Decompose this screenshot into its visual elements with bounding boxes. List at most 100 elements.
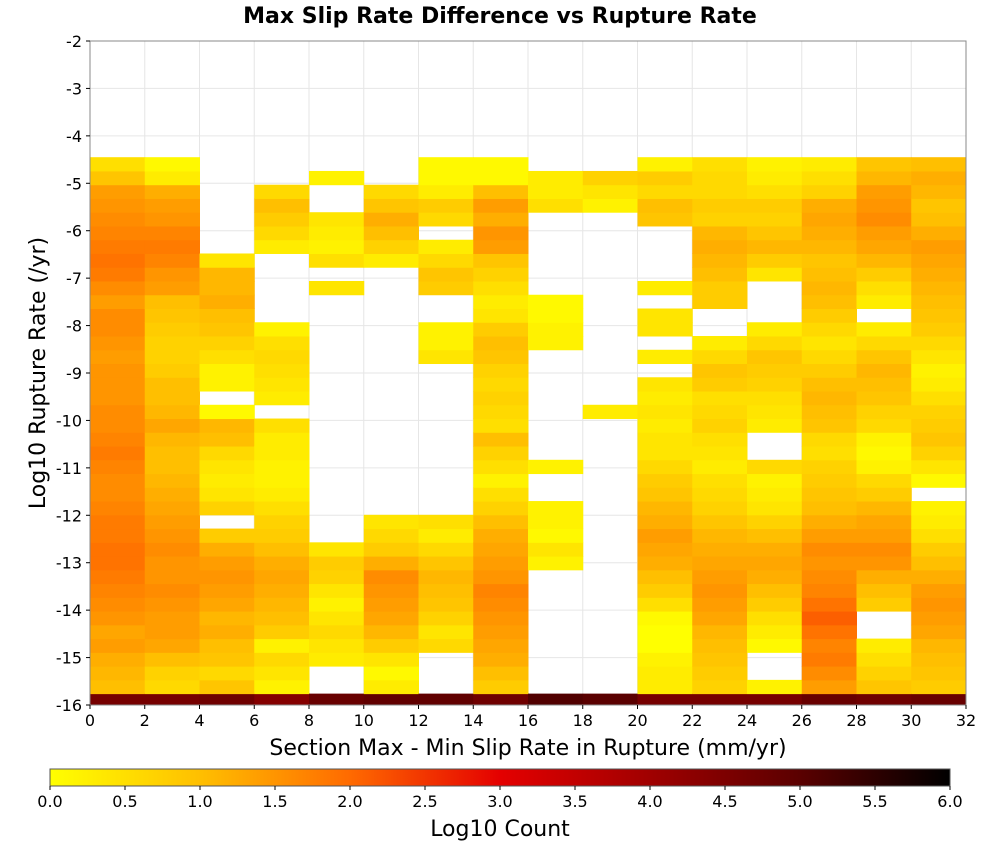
heatmap-cell	[911, 597, 967, 612]
y-axis-ticks: -2 -3 -4 -5 -6 -7 -8 -9 -10 -11 -12 -13 -14 -15 -16	[56, 32, 90, 715]
heatmap-cell	[473, 611, 529, 626]
heatmap-cell	[747, 487, 803, 502]
heatmap-cell	[856, 597, 912, 612]
colorbar-tick-label: 4.5	[712, 792, 737, 811]
heatmap-cell	[801, 432, 857, 447]
colorbar-tick-label: 1.5	[262, 792, 287, 811]
heatmap-cell	[692, 652, 748, 667]
heatmap-cell	[582, 693, 638, 706]
heatmap-cell	[418, 638, 474, 653]
heatmap-cell	[692, 225, 748, 241]
y-tick-label: -3	[66, 79, 82, 98]
heatmap-cell	[473, 679, 529, 695]
heatmap-cell	[90, 528, 146, 543]
heatmap-cell	[801, 679, 857, 695]
heatmap-cell	[90, 184, 146, 199]
heatmap-cell	[473, 693, 529, 706]
heatmap-cell	[747, 170, 803, 186]
colorbar-tick-label: 5.0	[787, 792, 812, 811]
heatmap-cell	[637, 666, 693, 681]
heatmap-cell	[90, 514, 146, 530]
heatmap-cell	[309, 583, 365, 598]
y-tick-label: -10	[56, 411, 82, 430]
heatmap-cell	[473, 212, 529, 227]
heatmap-cell	[199, 418, 255, 433]
heatmap-cell	[473, 170, 529, 186]
x-tick-label: 0	[85, 711, 95, 730]
heatmap-cell	[363, 253, 419, 268]
heatmap-cell	[473, 432, 529, 447]
heatmap-cell	[199, 404, 255, 420]
heatmap-cell	[801, 404, 857, 420]
heatmap-cell	[637, 556, 693, 571]
heatmap-cell	[911, 239, 967, 254]
x-tick-label: 18	[573, 711, 593, 730]
heatmap-cell	[473, 157, 529, 172]
heatmap-cell	[144, 404, 200, 420]
heatmap-cell	[254, 432, 310, 447]
heatmap-cell	[911, 693, 967, 706]
heatmap-cell	[801, 459, 857, 475]
heatmap-cell	[90, 666, 146, 681]
heatmap-cell	[911, 212, 967, 227]
heatmap-cell	[801, 308, 857, 323]
heatmap-cell	[637, 583, 693, 598]
heatmap-cell	[801, 624, 857, 640]
heatmap-cell	[692, 280, 748, 296]
heatmap-cell	[418, 198, 474, 213]
heatmap-cell	[692, 459, 748, 475]
heatmap-cell	[90, 583, 146, 598]
heatmap-cell	[692, 253, 748, 268]
heatmap-cell	[144, 459, 200, 475]
heatmap-cell	[144, 666, 200, 681]
heatmap-cell	[528, 542, 584, 557]
heatmap-cell	[911, 652, 967, 667]
heatmap-cell	[637, 322, 693, 337]
heatmap-cell	[363, 225, 419, 241]
heatmap-cell	[637, 184, 693, 199]
heatmap-cell	[856, 157, 912, 172]
heatmap-cell	[309, 225, 365, 241]
heatmap-cell	[90, 391, 146, 406]
heatmap-cell	[418, 253, 474, 268]
y-tick-label: -14	[56, 601, 82, 620]
heatmap-cell	[747, 239, 803, 254]
heatmap-cell	[90, 336, 146, 351]
heatmap-cell	[90, 611, 146, 626]
heatmap-cell	[199, 432, 255, 447]
heatmap-cell	[801, 253, 857, 268]
heatmap-cell	[90, 404, 146, 420]
colorbar-tick-label: 0.5	[112, 792, 137, 811]
heatmap-cell	[528, 556, 584, 571]
heatmap-cell	[144, 693, 200, 706]
heatmap-cell	[254, 597, 310, 612]
heatmap-cell	[418, 597, 474, 612]
heatmap-cell	[144, 432, 200, 447]
heatmap-cell	[90, 556, 146, 571]
heatmap-cell	[254, 212, 310, 227]
heatmap-cell	[90, 267, 146, 282]
heatmap-cell	[747, 597, 803, 612]
heatmap-cell	[692, 363, 748, 378]
x-tick-label: 12	[408, 711, 428, 730]
heatmap-cell	[801, 280, 857, 296]
heatmap-cell	[90, 308, 146, 323]
y-tick-label: -7	[66, 269, 82, 288]
heatmap-cell	[528, 184, 584, 199]
chart-title: Max Slip Rate Difference vs Rupture Rate	[243, 4, 757, 29]
heatmap-cell	[473, 459, 529, 475]
heatmap-cell	[254, 184, 310, 199]
heatmap-cell	[801, 170, 857, 186]
heatmap-cell	[144, 308, 200, 323]
heatmap-cell	[90, 212, 146, 227]
heatmap-cell	[637, 446, 693, 461]
x-tick-label: 22	[682, 711, 702, 730]
heatmap-cell	[856, 253, 912, 268]
heatmap-cell	[637, 404, 693, 420]
heatmap-cell	[747, 253, 803, 268]
heatmap-cell	[747, 363, 803, 378]
heatmap-cell	[144, 542, 200, 557]
heatmap-cell	[199, 611, 255, 626]
heatmap-cell	[309, 597, 365, 612]
heatmap-cell	[637, 542, 693, 557]
